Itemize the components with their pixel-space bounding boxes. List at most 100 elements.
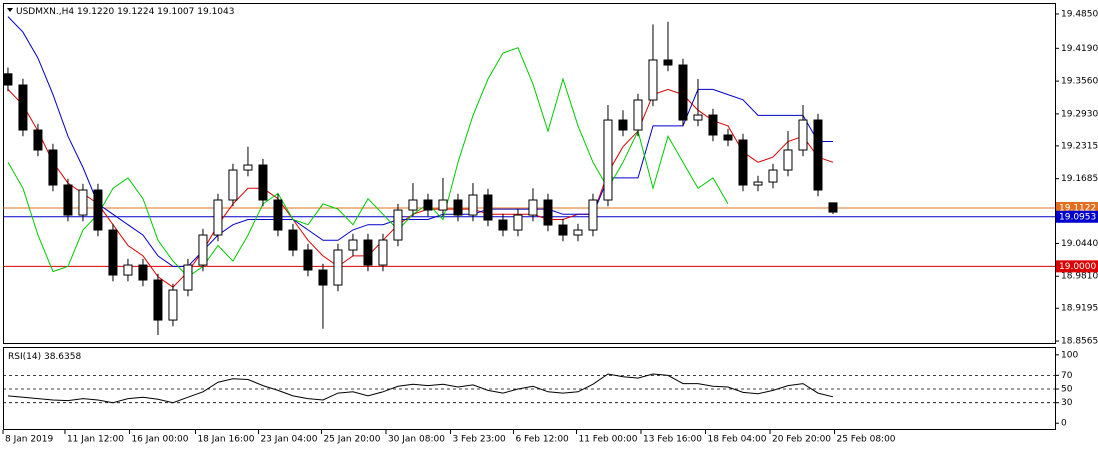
x-tick-label: 11 Jan 12:00 <box>67 435 124 445</box>
candle-body <box>93 189 103 231</box>
candle-body <box>543 199 553 226</box>
indicator-line <box>7 88 834 288</box>
x-tick-label: 18 Feb 04:00 <box>707 435 766 445</box>
y-tick-label: 19.0440 <box>1061 239 1098 249</box>
candle-body <box>633 99 643 131</box>
candle-body <box>333 249 343 286</box>
candle-body <box>423 199 433 211</box>
candle-body <box>768 169 778 183</box>
candle-body <box>528 199 538 216</box>
candle-body <box>33 129 43 151</box>
candle-body <box>363 239 373 266</box>
y-tick-label: 70 <box>1061 371 1073 381</box>
candle-body <box>738 139 748 186</box>
candle-body <box>588 199 598 231</box>
candle-body <box>183 264 193 291</box>
x-tick-label: 25 Feb 08:00 <box>836 435 895 445</box>
candle-body <box>513 214 523 231</box>
y-tick-label: 19.4190 <box>1061 44 1098 54</box>
candle-body <box>618 119 628 131</box>
candle-body <box>453 199 463 216</box>
rsi-line <box>7 373 834 404</box>
candle-body <box>123 264 133 276</box>
candle-body <box>258 164 268 201</box>
y-tick-label: 19.2930 <box>1061 109 1098 119</box>
x-tick-label: 8 Jan 2019 <box>5 435 53 445</box>
x-tick-label: 20 Feb 20:00 <box>772 435 831 445</box>
open-label: 19.1220 <box>77 7 114 17</box>
candle-body <box>63 184 73 216</box>
candle-body <box>273 199 283 231</box>
candle-body <box>78 189 88 216</box>
x-tick-label: 25 Jan 20:00 <box>323 435 380 445</box>
x-tick-label: 18 Jan 16:00 <box>197 435 254 445</box>
candle-body <box>813 119 823 191</box>
rsi-panel <box>3 347 1056 430</box>
x-tick-label: 16 Jan 00:00 <box>131 435 188 445</box>
indicator-line <box>7 16 833 267</box>
candle-body <box>483 194 493 221</box>
candle-body <box>723 134 733 141</box>
candle-body <box>783 149 793 171</box>
x-tick-label: 6 Feb 12:00 <box>515 435 569 445</box>
low-label: 19.1007 <box>157 7 194 17</box>
y-tick-label: 19.4850 <box>1061 9 1098 19</box>
candle-body <box>3 73 13 86</box>
high-label: 19.1224 <box>117 7 154 17</box>
candle-body <box>648 59 658 101</box>
candle-body <box>288 229 298 251</box>
candle-body <box>573 229 583 236</box>
price-panel <box>3 3 1056 344</box>
price-tag <box>1056 210 1098 223</box>
y-tick-label: 50 <box>1061 385 1073 395</box>
y-tick-label: 100 <box>1061 350 1078 360</box>
candle-body <box>558 224 568 236</box>
candle-body <box>678 64 688 121</box>
y-tick-label: 30 <box>1061 398 1073 408</box>
close-label: 19.1043 <box>197 7 234 17</box>
symbol: USDMXN.,H4 <box>16 7 74 17</box>
rsi-title: RSI(14) <box>8 352 41 362</box>
x-tick-label: 11 Feb 00:00 <box>578 435 637 445</box>
candle-body <box>153 279 163 321</box>
candle-body <box>303 249 313 271</box>
candle-body <box>318 269 328 286</box>
y-tick-label: 0 <box>1061 419 1067 429</box>
candle-body <box>18 84 28 131</box>
x-tick-label: 30 Jan 08:00 <box>388 435 445 445</box>
candle-body <box>228 169 238 201</box>
price-tag-label: 19.1122 <box>1059 203 1096 213</box>
x-tick-label: 23 Jan 04:00 <box>260 435 317 445</box>
y-tick-label: 18.8565 <box>1061 337 1098 347</box>
x-tick-label: 13 Feb 16:00 <box>643 435 702 445</box>
candle-body <box>603 119 613 201</box>
y-tick-label: 19.3560 <box>1061 77 1098 87</box>
price-tag-label: 19.0953 <box>1059 212 1096 222</box>
price-tag <box>1056 260 1098 273</box>
candle-body <box>828 202 838 213</box>
candle-body <box>48 149 58 186</box>
candle-body <box>753 181 763 186</box>
y-tick-label: 19.2315 <box>1061 141 1098 151</box>
candle-body <box>693 114 703 121</box>
panel-menu-icon <box>7 8 13 12</box>
candle-body <box>798 119 808 151</box>
price-tag-label: 19.0000 <box>1059 262 1096 272</box>
candle-body <box>468 194 478 216</box>
candle-body <box>108 229 118 276</box>
candle-body <box>243 164 253 171</box>
candle-body <box>138 264 148 281</box>
candle-body <box>408 199 418 211</box>
candle-body <box>393 209 403 241</box>
y-tick-label: 18.9195 <box>1061 304 1098 314</box>
y-tick-label: 18.9810 <box>1061 272 1098 282</box>
candle-body <box>663 59 673 66</box>
candle-body <box>348 239 358 251</box>
rsi-header: RSI(14) 38.6358 <box>8 352 81 362</box>
candle-body <box>213 199 223 236</box>
candle-body <box>168 289 178 321</box>
candle-body <box>198 234 208 266</box>
rsi-value: 38.6358 <box>44 352 81 362</box>
x-tick-label: 3 Feb 23:00 <box>452 435 506 445</box>
